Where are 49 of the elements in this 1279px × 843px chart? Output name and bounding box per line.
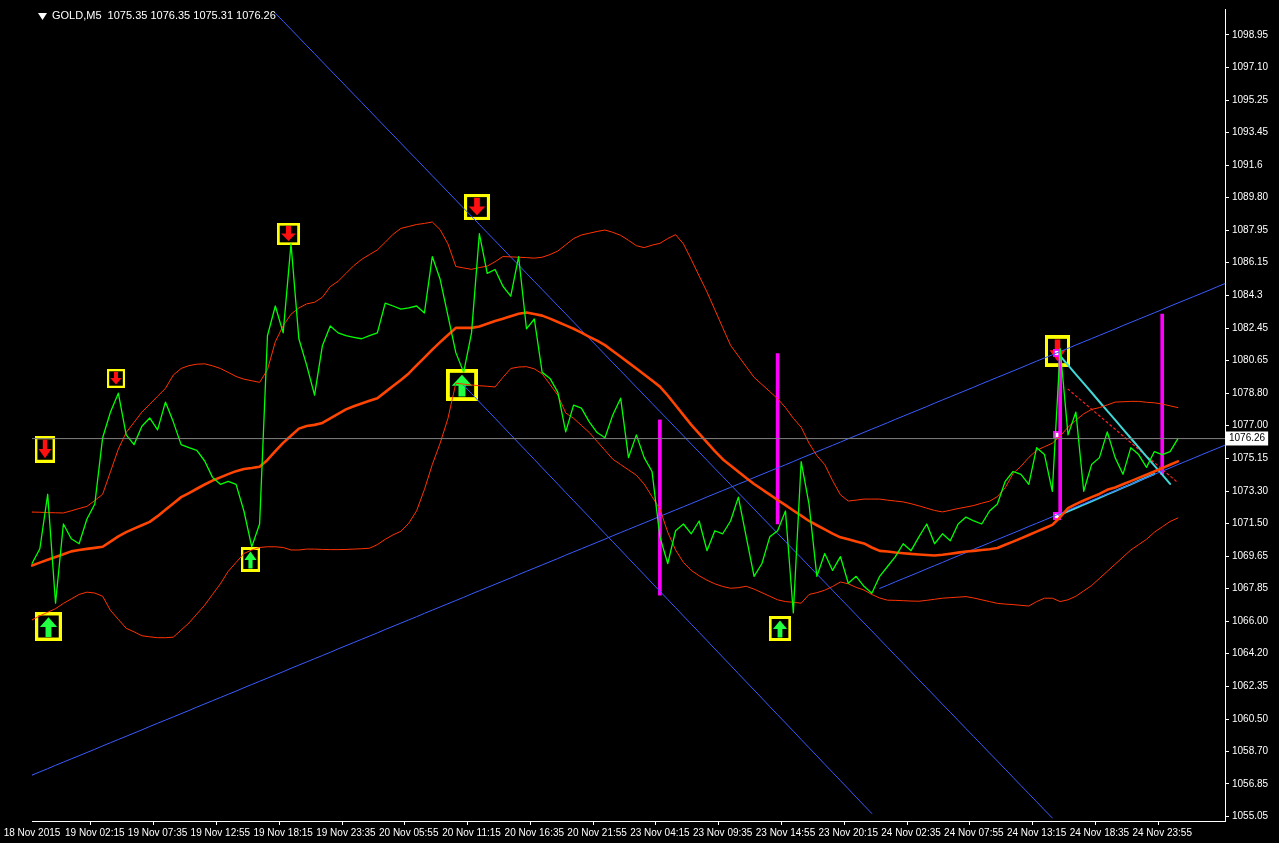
bar: [1160, 313, 1165, 475]
y-tick-label: 1089.80: [1232, 191, 1269, 203]
y-tick-label: 1071.50: [1232, 517, 1269, 529]
x-tick-label: 24 Nov 07:55: [944, 826, 1005, 838]
y-tick-label: 1066.00: [1232, 614, 1269, 626]
y-tick-label: 1080.65: [1232, 354, 1269, 366]
x-tick-label: 24 Nov 18:35: [1069, 826, 1130, 838]
y-tick-label: 1097.10: [1232, 61, 1269, 73]
y-tick-label: 1060.50: [1232, 712, 1269, 724]
chart-title: GOLD,M5 1075.35 1076.35 1075.31 1076.26: [52, 9, 276, 22]
y-tick-label: 1087.95: [1232, 224, 1269, 236]
y-tick-label: 1064.20: [1232, 646, 1269, 658]
x-tick-label: 20 Nov 21:55: [567, 826, 628, 838]
y-tick-label: 1058.70: [1232, 744, 1269, 756]
y-tick-label: 1077.00: [1232, 419, 1269, 431]
y-tick-label: 1073.30: [1232, 485, 1269, 496]
x-tick-label: 19 Nov 23:35: [316, 826, 377, 838]
y-tick-label: 1095.25: [1232, 94, 1269, 106]
y-tick-label: 1078.80: [1232, 387, 1269, 399]
x-tick-label: 20 Nov 16:35: [504, 826, 565, 838]
x-tick-label: 20 Nov 05:55: [378, 826, 439, 838]
y-tick-label: 1093.45: [1232, 126, 1269, 138]
y-tick-label: 1069.65: [1232, 549, 1269, 561]
y-tick-label: 1082.45: [1232, 322, 1269, 334]
x-tick-label: 23 Nov 04:15: [630, 826, 691, 838]
y-tick-label: 1084.3: [1232, 289, 1264, 301]
x-tick-label: 19 Nov 07:35: [127, 826, 188, 838]
x-tick-label: 23 Nov 14:55: [755, 826, 816, 838]
y-tick-label: 1091.6: [1232, 159, 1264, 171]
x-tick-label: 23 Nov 09:35: [692, 826, 753, 838]
y-tick-label: 1098.95: [1232, 28, 1269, 40]
line-series: [1067, 388, 1179, 484]
x-tick-label: 24 Nov 13:15: [1006, 826, 1067, 838]
x-tick-label: 23 Nov 20:15: [818, 826, 879, 838]
x-tick-label: 19 Nov 18:15: [253, 826, 314, 838]
y-tick-label: 1062.35: [1232, 679, 1269, 691]
x-tick-label: 24 Nov 02:35: [881, 826, 942, 838]
y-tick-label: 1067.85: [1232, 581, 1269, 593]
x-tick-label: 24 Nov 23:55: [1132, 826, 1193, 838]
x-tick-label: 20 Nov 11:15: [442, 826, 502, 838]
y-tick-label: 1075.15: [1232, 452, 1269, 464]
x-tick-label: 18 Nov 2015: [3, 826, 61, 838]
bar: [658, 419, 662, 596]
y-tick-label: 1056.85: [1232, 777, 1269, 789]
y-tick-label: 1086.15: [1232, 256, 1269, 268]
y-tick-label: 1055.05: [1232, 809, 1269, 821]
x-tick-label: 19 Nov 02:15: [65, 826, 125, 838]
ref-line-label: 1076.26: [1229, 432, 1266, 444]
x-tick-label: 19 Nov 12:55: [190, 826, 251, 838]
